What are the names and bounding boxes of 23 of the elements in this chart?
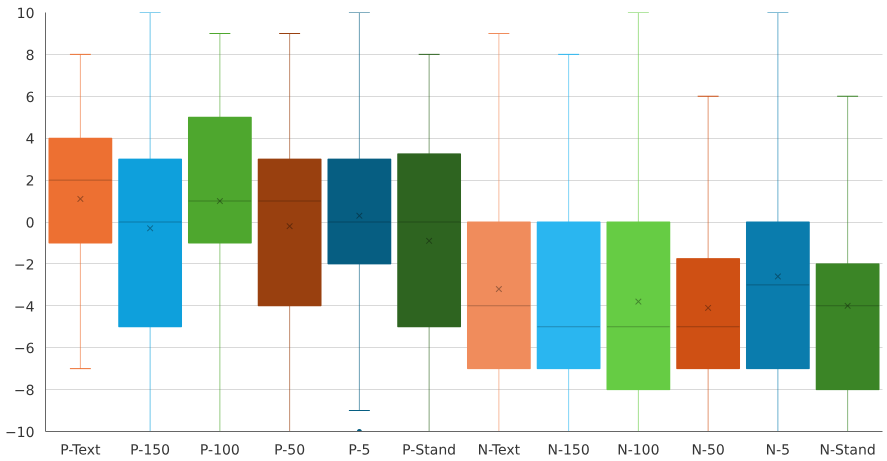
y-tick-label: 10 — [16, 6, 35, 22]
x-tick-label: P-5 — [348, 442, 370, 458]
x-tick-label: P-50 — [274, 442, 306, 458]
x-tick-label: P-150 — [130, 442, 170, 458]
y-tick-label: 6 — [26, 90, 35, 106]
x-tick-label: P-Stand — [402, 442, 456, 458]
x-tick-label: N-100 — [617, 442, 660, 458]
x-tick-label: N-5 — [766, 442, 790, 458]
x-tick-label: N-Text — [478, 442, 521, 458]
y-tick-label: −6 — [14, 341, 35, 358]
y-tick-label: −8 — [14, 383, 35, 400]
x-tick-label: P-100 — [200, 442, 240, 458]
y-tick-label: −10 — [4, 425, 34, 441]
x-tick-label: N-Stand — [820, 442, 876, 458]
x-tick-label: N-50 — [691, 442, 725, 458]
y-tick-label: 0 — [26, 216, 35, 232]
y-tick-label: −2 — [14, 257, 35, 274]
y-tick-label: 8 — [26, 48, 35, 64]
y-tick-label: 4 — [26, 132, 35, 148]
y-tick-label: 2 — [26, 174, 35, 190]
y-tick-label: −4 — [14, 299, 35, 316]
x-tick-label: P-Text — [60, 442, 101, 458]
x-tick-label: N-150 — [548, 442, 590, 458]
